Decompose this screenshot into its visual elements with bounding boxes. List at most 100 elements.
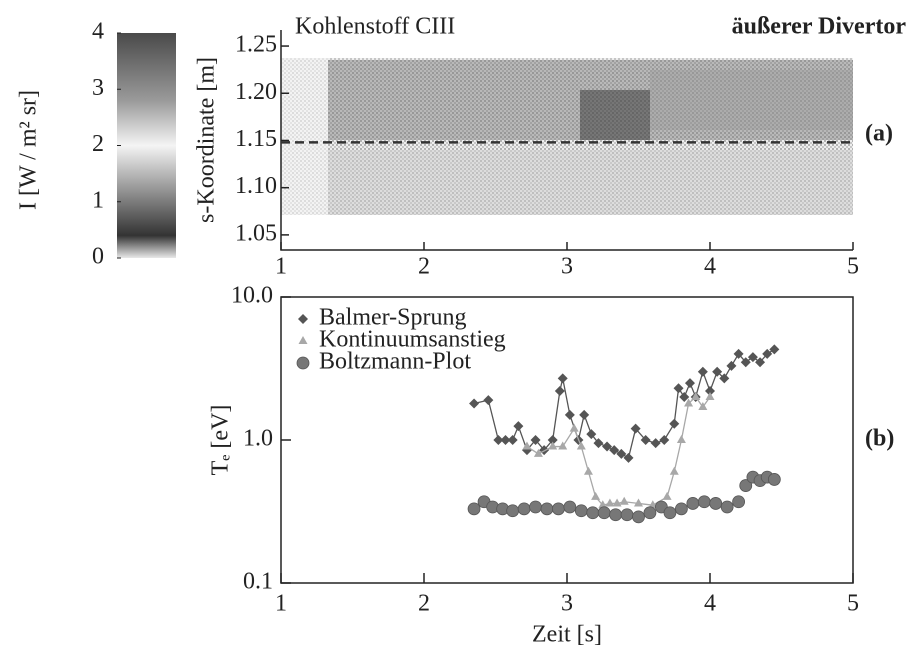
data-point bbox=[676, 435, 686, 443]
data-point bbox=[579, 409, 590, 420]
legend-marker bbox=[296, 356, 310, 370]
title: Kohlenstoff CIII bbox=[295, 14, 455, 40]
data-point bbox=[500, 435, 511, 445]
data-point bbox=[705, 386, 715, 397]
data-point bbox=[609, 445, 620, 456]
data-point bbox=[712, 366, 723, 377]
data-point bbox=[586, 506, 600, 520]
x-tick-label: 4 bbox=[704, 254, 716, 280]
colorbar-tick-label: 4 bbox=[92, 19, 104, 45]
data-point bbox=[620, 508, 634, 522]
data-point bbox=[616, 448, 627, 459]
data-point bbox=[747, 352, 758, 363]
data-point bbox=[659, 435, 670, 445]
data-point bbox=[726, 360, 737, 371]
data-point bbox=[733, 348, 744, 359]
x-tick-label: 1 bbox=[275, 591, 287, 617]
x-tick-label: 2 bbox=[418, 254, 430, 280]
subtitle: äußerer Divertor bbox=[732, 14, 907, 40]
data-point bbox=[583, 466, 593, 475]
x-tick-label: 1 bbox=[275, 254, 287, 280]
data-point bbox=[697, 495, 711, 509]
data-point bbox=[540, 502, 554, 516]
colorbar-label: I [W / m² sr] bbox=[16, 90, 42, 210]
x-tick-label: 3 bbox=[561, 254, 573, 280]
data-point bbox=[529, 500, 542, 514]
data-point bbox=[739, 479, 753, 492]
data-point bbox=[630, 423, 641, 434]
legend-marker bbox=[298, 336, 308, 344]
data-point bbox=[669, 466, 679, 475]
data-point bbox=[632, 510, 645, 524]
data-point bbox=[493, 435, 504, 445]
data-point bbox=[643, 506, 657, 520]
series-line bbox=[526, 395, 711, 506]
data-point bbox=[650, 438, 661, 449]
data-point bbox=[513, 421, 524, 432]
y-axis-label: Tₑ [eV] bbox=[208, 405, 234, 476]
data-point bbox=[554, 386, 565, 397]
data-point bbox=[522, 441, 532, 450]
data-point bbox=[598, 500, 608, 509]
x-tick-label: 3 bbox=[561, 591, 573, 617]
data-point bbox=[705, 391, 715, 400]
data-point bbox=[732, 495, 745, 509]
data-point bbox=[597, 506, 611, 520]
data-point bbox=[547, 435, 558, 445]
data-point bbox=[483, 395, 494, 406]
data-point bbox=[564, 409, 575, 420]
data-point bbox=[769, 344, 780, 355]
data-point bbox=[679, 391, 690, 402]
data-point bbox=[593, 438, 604, 449]
data-point bbox=[767, 473, 781, 486]
data-point bbox=[530, 435, 541, 445]
y-tick-label: 1.0 bbox=[243, 426, 273, 452]
data-point bbox=[609, 508, 623, 522]
x-tick-label: 5 bbox=[847, 591, 859, 617]
data-point bbox=[517, 502, 531, 516]
x-tick-label: 2 bbox=[418, 591, 430, 617]
data-point bbox=[506, 504, 520, 518]
data-point bbox=[576, 441, 586, 450]
y-tick-label: 1.10 bbox=[235, 173, 277, 199]
data-point bbox=[467, 502, 481, 516]
data-point bbox=[740, 357, 751, 368]
data-point bbox=[675, 502, 688, 516]
data-point bbox=[755, 357, 766, 368]
legend-label: Kontinuumsanstieg bbox=[319, 327, 506, 353]
data-point bbox=[586, 429, 597, 440]
data-point bbox=[762, 348, 773, 359]
colorbar bbox=[117, 33, 176, 258]
data-point bbox=[563, 500, 577, 514]
x-axis-label: Zeit [s] bbox=[532, 622, 602, 648]
data-point bbox=[469, 398, 480, 409]
data-point bbox=[612, 498, 622, 507]
data-point bbox=[684, 378, 695, 389]
data-point bbox=[602, 441, 613, 452]
data-point bbox=[548, 441, 558, 450]
data-point bbox=[591, 491, 601, 500]
data-point bbox=[673, 383, 684, 394]
data-point bbox=[574, 504, 588, 518]
y-tick-label: 1.05 bbox=[235, 220, 277, 246]
data-point bbox=[686, 497, 700, 510]
data-point bbox=[640, 435, 651, 445]
data-point bbox=[691, 391, 701, 400]
legend-label: Balmer-Sprung bbox=[319, 305, 467, 331]
data-point bbox=[558, 441, 568, 450]
legend-label: Boltzmann-Plot bbox=[319, 349, 471, 375]
data-point bbox=[623, 452, 634, 463]
x-tick-label: 4 bbox=[704, 591, 716, 617]
data-point bbox=[684, 398, 694, 407]
panel-label: (a) bbox=[865, 121, 893, 147]
colorbar-tick-label: 1 bbox=[92, 187, 104, 213]
colorbar-tick-label: 2 bbox=[92, 131, 104, 157]
data-point bbox=[697, 366, 708, 377]
data-point bbox=[552, 502, 565, 516]
colorbar-tick-label: 0 bbox=[92, 244, 104, 270]
x-tick-label: 5 bbox=[847, 254, 859, 280]
data-point bbox=[719, 373, 730, 384]
data-point bbox=[720, 500, 734, 514]
data-point bbox=[698, 402, 708, 411]
